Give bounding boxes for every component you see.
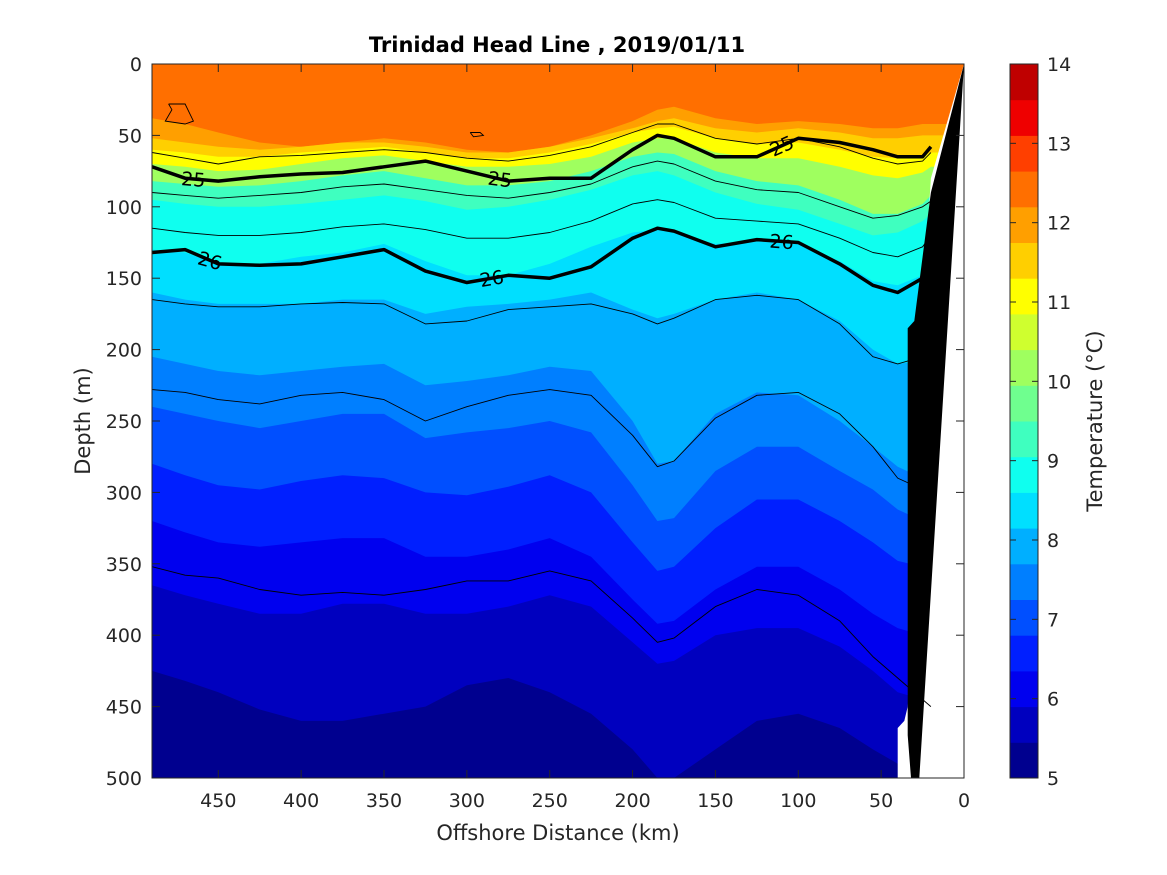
x-tick-label: 0 xyxy=(958,790,970,812)
colorbar-tick-label: 11 xyxy=(1047,292,1071,314)
y-tick-label: 200 xyxy=(106,340,142,362)
colorbar-swatch xyxy=(1010,742,1038,779)
colorbar-tick-label: 13 xyxy=(1047,133,1071,155)
temperature-fill-layer xyxy=(152,64,964,778)
x-tick-label: 200 xyxy=(614,790,650,812)
density-contour-small xyxy=(469,132,485,138)
colorbar-swatch xyxy=(1010,385,1038,422)
x-tick-label: 100 xyxy=(780,790,816,812)
density-contour xyxy=(152,294,932,365)
density-contour-bold xyxy=(152,226,933,295)
contour-label: 26 xyxy=(478,266,506,292)
y-tick-label: 500 xyxy=(106,768,142,790)
colorbar-tick-label: 12 xyxy=(1047,213,1071,235)
y-tick-label: 350 xyxy=(106,554,142,576)
density-contour xyxy=(152,160,932,219)
colorbar-swatch xyxy=(1010,528,1038,565)
density-contour xyxy=(152,389,932,493)
x-axis-label: Offshore Distance (km) xyxy=(436,821,679,845)
density-contour xyxy=(152,566,932,707)
colorbar-swatch xyxy=(1010,670,1038,708)
colorbar-tick-label: 7 xyxy=(1047,609,1059,631)
colorbar-tick-label: 5 xyxy=(1047,768,1059,790)
seafloor-region xyxy=(907,64,964,778)
colorbar-swatch xyxy=(1010,135,1038,172)
contour-label-text: 25 xyxy=(487,168,514,193)
y-tick-label: 0 xyxy=(130,54,142,76)
colorbar-frame xyxy=(1009,63,1039,779)
x-tick-label: 50 xyxy=(869,790,893,812)
colorbar-swatch xyxy=(1010,99,1038,136)
colorbar-swatch xyxy=(1010,599,1038,636)
colorbar-tick-label: 10 xyxy=(1047,371,1071,393)
mask-layer xyxy=(897,64,964,778)
y-axis-label: Depth (m) xyxy=(71,367,95,474)
colorbar-swatch xyxy=(1010,278,1038,315)
density-contour-bold xyxy=(152,133,933,183)
x-axis: 450 400 350 300 250 200 150 100 50 0 xyxy=(200,64,970,812)
colorbar-swatch xyxy=(1010,349,1038,386)
contour-label: 25 xyxy=(487,168,514,193)
x-tick-label: 250 xyxy=(532,790,568,812)
colorbar: 5 6 7 8 9 10 11 12 13 14 xyxy=(1009,54,1071,790)
y-axis: 0 50 100 150 200 250 300 350 400 450 500 xyxy=(106,54,964,790)
colorbar-swatch xyxy=(1010,563,1038,600)
x-tick-label: 150 xyxy=(697,790,733,812)
colorbar-swatch xyxy=(1010,206,1038,243)
contour-label-text: 26 xyxy=(478,266,506,292)
colorbar-swatch xyxy=(1010,421,1038,458)
x-tick-label: 300 xyxy=(449,790,485,812)
x-tick-label: 400 xyxy=(283,790,319,812)
colorbar-tick-label: 14 xyxy=(1047,54,1071,76)
colorbar-tick-label: 8 xyxy=(1047,530,1059,552)
y-tick-label: 150 xyxy=(106,268,142,290)
colorbar-label: Temperature (°C) xyxy=(1083,330,1107,512)
y-tick-label: 400 xyxy=(106,625,142,647)
colorbar-swatch xyxy=(1010,64,1038,101)
colorbar-swatch xyxy=(1010,635,1038,672)
contour-label-text: 26 xyxy=(769,231,795,255)
y-tick-label: 100 xyxy=(106,197,142,219)
density-contour xyxy=(152,123,932,165)
colorbar-swatch xyxy=(1010,706,1038,743)
colorbar-swatch xyxy=(1010,313,1038,351)
y-tick-label: 300 xyxy=(106,482,142,504)
x-tick-label: 450 xyxy=(200,790,236,812)
chart-title: Trinidad Head Line , 2019/01/11 xyxy=(369,33,745,57)
density-contour-layer xyxy=(152,103,933,707)
temperature-band xyxy=(152,670,964,778)
contour-label-text: 25 xyxy=(180,168,206,192)
colorbar-swatch xyxy=(1010,456,1038,493)
colorbar-swatch xyxy=(1010,171,1038,208)
colorbar-swatch xyxy=(1010,242,1038,279)
contour-label: 25 xyxy=(180,168,206,192)
y-tick-label: 250 xyxy=(106,411,142,433)
y-tick-label: 50 xyxy=(118,125,142,147)
y-tick-label: 450 xyxy=(106,697,142,719)
contour-label: 26 xyxy=(769,231,795,255)
colorbar-tick-label: 9 xyxy=(1047,451,1059,473)
density-contour-small xyxy=(164,103,195,125)
colorbar-tick-label: 6 xyxy=(1047,689,1059,711)
colorbar-swatch xyxy=(1010,492,1038,529)
density-contour xyxy=(152,199,932,258)
x-tick-label: 350 xyxy=(366,790,402,812)
